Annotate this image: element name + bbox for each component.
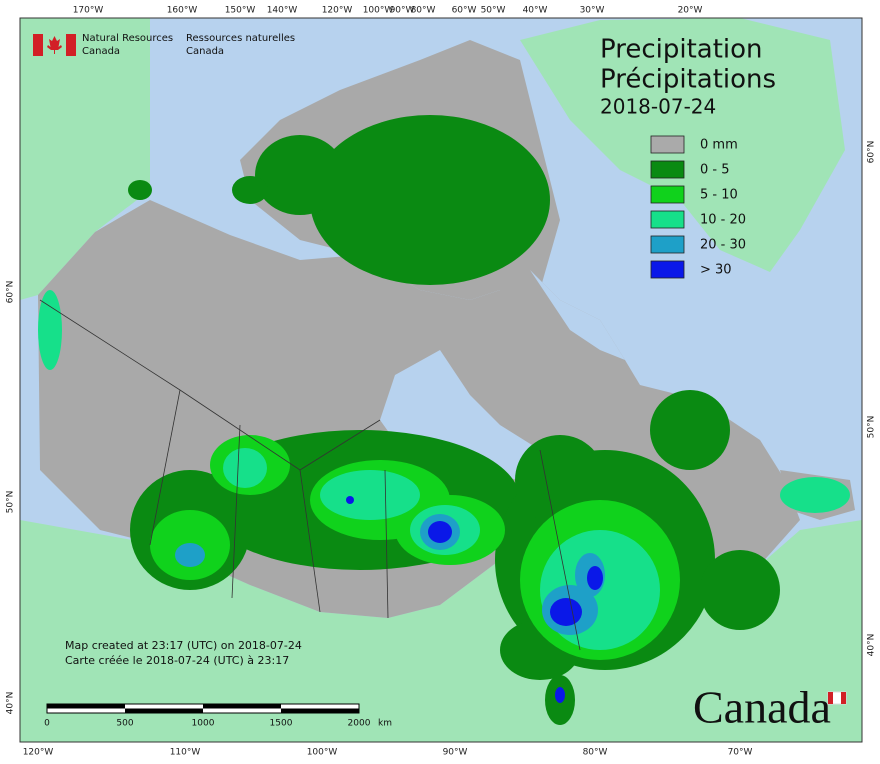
longitude-label: 80°W [583, 748, 608, 758]
precip-area [700, 550, 780, 630]
precip-area [550, 598, 582, 626]
longitude-label: 120°W [23, 748, 54, 758]
province-border [384, 469, 389, 619]
scale-bar-label: 1500 [270, 719, 293, 729]
legend-swatch [650, 210, 685, 229]
longitude-label: 110°W [170, 748, 201, 758]
scale-bar-label: 500 [116, 719, 133, 729]
legend-label: 0 mm [700, 138, 738, 153]
legend-swatch [650, 185, 685, 204]
legend-swatch [650, 135, 685, 154]
agency-fr: Canada [186, 46, 224, 57]
precipitation-areas [38, 115, 850, 725]
precip-area [320, 470, 420, 520]
longitude-label: 20°W [678, 6, 703, 16]
scale-bar-segment [203, 704, 281, 709]
precip-area [232, 176, 268, 204]
scale-bar-label: 1000 [192, 719, 215, 729]
agency-en: Natural Resources [82, 33, 173, 44]
precip-area [255, 135, 345, 215]
longitude-label: 120°W [322, 6, 353, 16]
legend-label: 10 - 20 [700, 213, 746, 228]
longitude-label: 70°W [728, 748, 753, 758]
wordmark-flag-bar [828, 692, 833, 704]
precip-area [428, 521, 452, 543]
precip-area [38, 290, 62, 370]
longitude-label: 90°W [390, 6, 415, 16]
flag-leaf [47, 36, 62, 54]
scale-bar-segment [47, 704, 125, 709]
longitude-label: 150°W [225, 6, 256, 16]
latitude-label: 50°N [867, 416, 877, 439]
longitude-label: 100°W [307, 748, 338, 758]
note: Map created at 23:17 (UTC) on 2018-07-24 [65, 639, 302, 652]
longitude-label: 90°W [443, 748, 468, 758]
longitude-label: 100°W [363, 6, 394, 16]
longitude-label: 160°W [167, 6, 198, 16]
scale-bar-label: 2000 [348, 719, 371, 729]
legend-swatch [650, 235, 685, 254]
latitude-label: 40°N [867, 634, 877, 657]
scale-bar-segment [125, 708, 203, 713]
longitude-label: 30°W [580, 6, 605, 16]
title-en: Precipitation [600, 35, 763, 65]
longitude-label: 80°W [411, 6, 436, 16]
longitude-label: 50°W [481, 6, 506, 16]
wordmark-flag-bar [841, 692, 846, 704]
precip-area [223, 448, 267, 488]
title-fr: Précipitations [600, 65, 776, 95]
precip-area [555, 687, 565, 703]
map-date: 2018-07-24 [600, 95, 716, 119]
scale-bar: 0 500 1000 1500 2000 km [44, 703, 392, 729]
legend-swatch [650, 160, 685, 179]
foxe-basin [530, 270, 625, 360]
longitude-label: 170°W [73, 6, 104, 16]
latitude-label: 40°N [6, 692, 16, 715]
longitude-label: 60°W [452, 6, 477, 16]
precip-area [650, 390, 730, 470]
province-border [231, 424, 241, 599]
longitude-label: 40°W [523, 6, 548, 16]
legend-label: > 30 [700, 263, 732, 278]
agency-en: Canada [82, 46, 120, 57]
flag-bar [33, 34, 43, 56]
latitude-label: 50°N [6, 491, 16, 514]
legend: 0 mm 0 - 5 5 - 10 10 - 20 20 - 30 > 30 [650, 135, 746, 279]
agency-fr: Ressources naturelles [186, 33, 295, 44]
province-border [299, 469, 321, 613]
header: Natural Resources Canada Ressources natu… [33, 33, 295, 57]
precip-area [310, 115, 550, 285]
graticule-labels: 170°W 160°W 150°W 140°W 120°W 100°W90°W80°W 60… [6, 6, 877, 758]
legend-label: 5 - 10 [700, 188, 738, 203]
latitude-label: 60°N [867, 141, 877, 164]
precip-area [587, 566, 603, 590]
precip-area [780, 477, 850, 513]
flag-bar [66, 34, 76, 56]
legend-swatch [650, 260, 685, 279]
province-border [539, 449, 581, 651]
wordmark: Canada [693, 682, 831, 733]
legend-label: 20 - 30 [700, 238, 746, 253]
legend-label: 0 - 5 [700, 163, 730, 178]
longitude-label: 140°W [267, 6, 298, 16]
province-border [149, 389, 181, 546]
alaska-land [20, 18, 150, 300]
precip-area [346, 496, 354, 504]
precip-area [175, 543, 205, 567]
scale-bar-unit: km [378, 719, 392, 729]
us-land [20, 520, 862, 742]
precip-area [128, 180, 152, 200]
note: Carte créée le 2018-07-24 (UTC) à 23:17 [65, 654, 289, 667]
borders [39, 299, 581, 651]
scale-bar-label: 0 [44, 719, 50, 729]
scale-bar-segment [281, 708, 359, 713]
latitude-label: 60°N [6, 281, 16, 304]
map-frame [19, 17, 863, 743]
